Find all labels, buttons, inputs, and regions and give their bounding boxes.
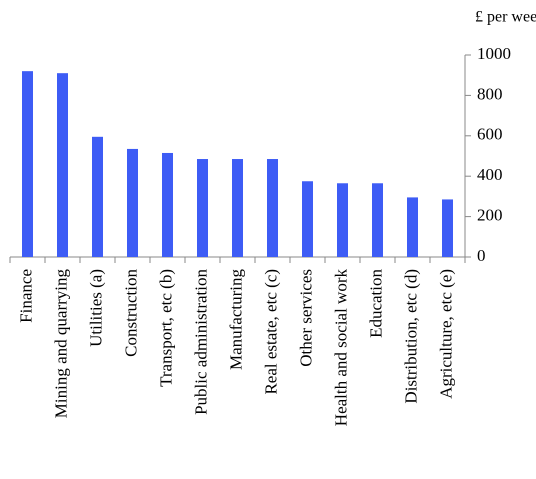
bar xyxy=(22,71,33,257)
bar xyxy=(337,183,348,257)
x-tick-label: Education xyxy=(366,269,385,338)
x-tick-label: Other services xyxy=(296,269,315,367)
x-tick-label: Public administration xyxy=(191,269,210,415)
x-tick-label: Distribution, etc (d) xyxy=(401,269,420,404)
x-tick-label: Construction xyxy=(121,269,140,357)
x-tick-label: Real estate, etc (c) xyxy=(261,269,280,395)
bar xyxy=(372,183,383,257)
y-tick-label: 400 xyxy=(477,165,503,184)
bar xyxy=(197,159,208,257)
y-tick-label: 200 xyxy=(477,206,503,225)
x-tick-label: Transport, etc (b) xyxy=(156,269,175,387)
x-tick-label: Health and social work xyxy=(331,269,350,427)
x-tick-label: Manufacturing xyxy=(226,269,245,371)
x-tick-label: Mining and quarrying xyxy=(51,269,70,419)
y-tick-label: 1000 xyxy=(477,44,511,63)
bar xyxy=(232,159,243,257)
y-tick-label: 0 xyxy=(477,246,486,265)
y-tick-label: 600 xyxy=(477,125,503,144)
bar xyxy=(407,197,418,257)
bar xyxy=(127,148,138,257)
x-tick-label: Utilities (a) xyxy=(86,269,105,347)
bar xyxy=(57,73,68,258)
bar xyxy=(162,152,173,257)
bar xyxy=(92,136,103,257)
x-tick-label: Agriculture, etc (e) xyxy=(436,269,455,399)
y-axis-title: £ per week xyxy=(475,9,536,26)
bar xyxy=(442,199,453,257)
bar xyxy=(302,181,313,257)
y-tick-label: 800 xyxy=(477,84,503,103)
bar xyxy=(267,159,278,257)
x-tick-label: Finance xyxy=(16,269,35,323)
